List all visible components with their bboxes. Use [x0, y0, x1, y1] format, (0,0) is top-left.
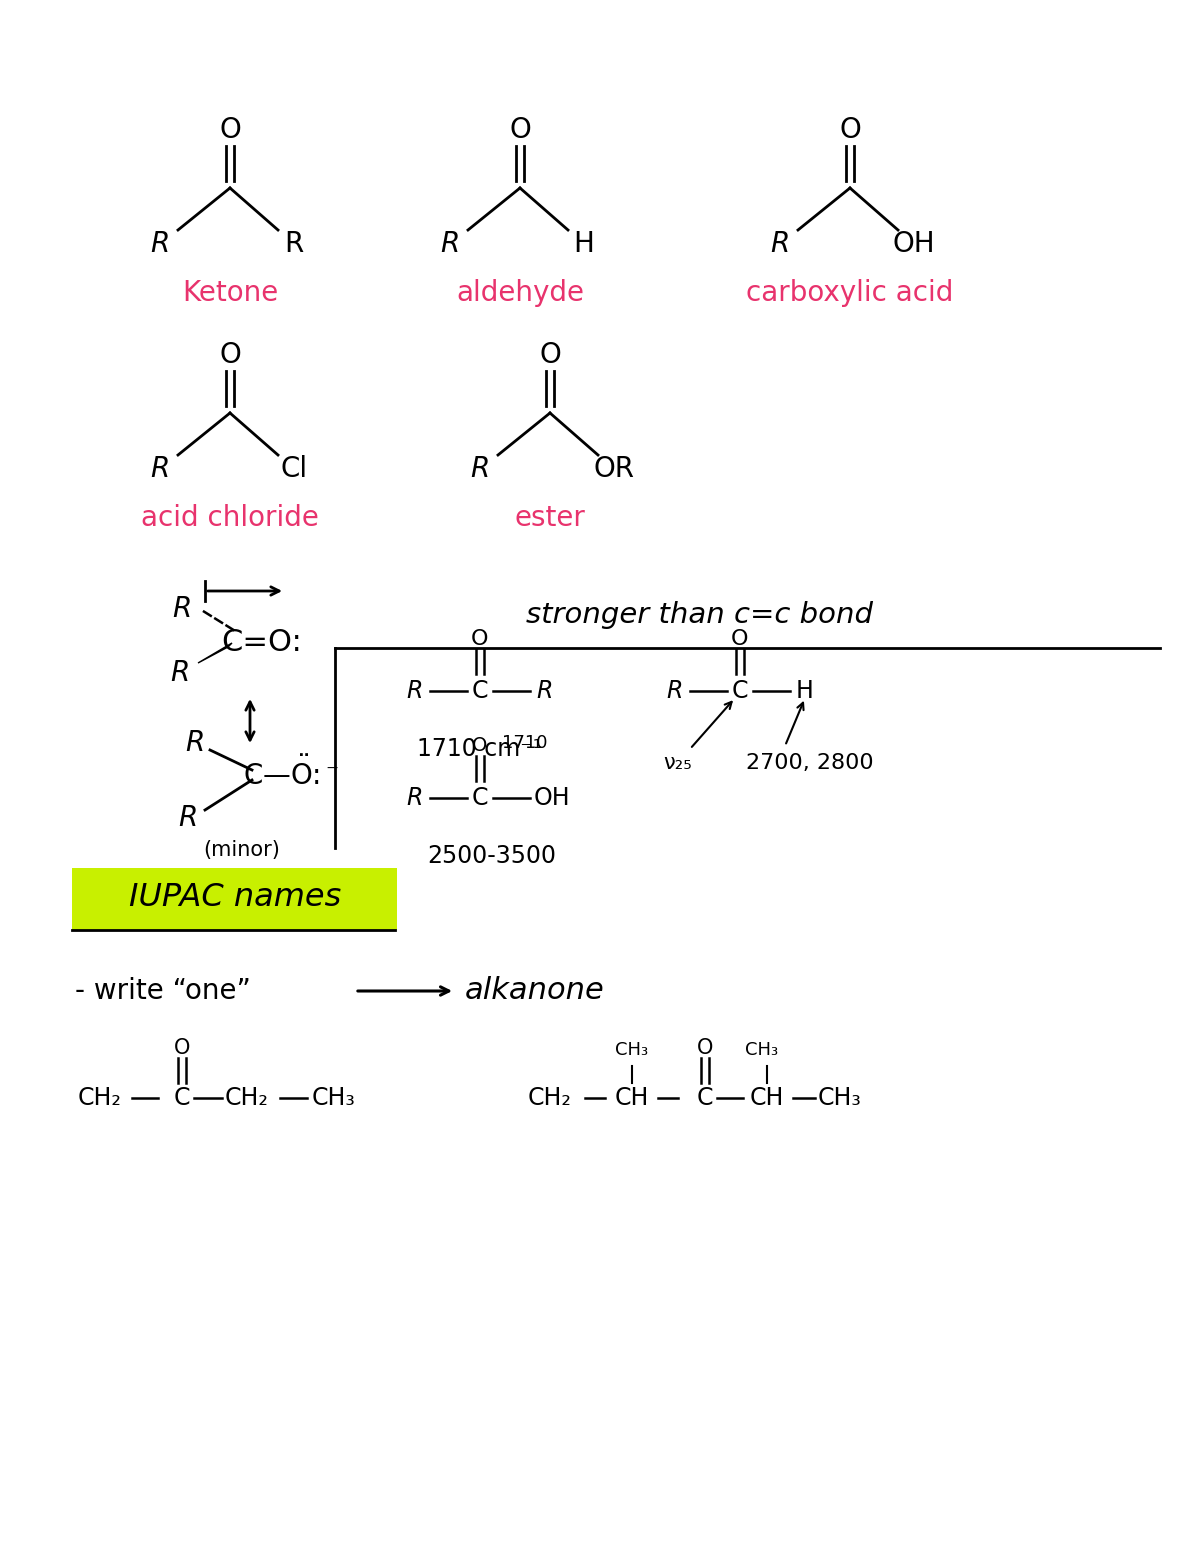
Text: IUPAC names: IUPAC names: [128, 882, 341, 913]
Text: Cl: Cl: [281, 455, 307, 483]
Text: 1710: 1710: [502, 735, 547, 752]
Text: C: C: [174, 1086, 191, 1110]
Text: O: O: [472, 629, 488, 649]
Text: 1710 cm⁻¹: 1710 cm⁻¹: [418, 738, 542, 761]
Text: R: R: [536, 679, 553, 704]
Text: Ketone: Ketone: [182, 280, 278, 307]
Text: R: R: [440, 230, 460, 258]
Bar: [72, 868, 397, 930]
Text: OH: OH: [534, 786, 570, 811]
Text: R: R: [770, 230, 790, 258]
Text: R: R: [179, 804, 198, 832]
Text: CH₂: CH₂: [226, 1086, 269, 1110]
Text: O: O: [509, 116, 530, 144]
Text: CH₃: CH₃: [616, 1041, 648, 1059]
Text: C: C: [472, 679, 488, 704]
Text: R: R: [150, 455, 169, 483]
Polygon shape: [198, 643, 232, 663]
Text: C: C: [732, 679, 749, 704]
Text: R: R: [185, 728, 205, 756]
Text: stronger than c=c bond: stronger than c=c bond: [527, 601, 874, 629]
Text: O: O: [220, 342, 241, 370]
Text: CH₂: CH₂: [528, 1086, 572, 1110]
Text: ester: ester: [515, 505, 586, 533]
Text: O: O: [839, 116, 860, 144]
Text: R: R: [470, 455, 490, 483]
Text: CH: CH: [614, 1086, 649, 1110]
Text: ν₂₅: ν₂₅: [664, 753, 692, 773]
Text: O: O: [473, 736, 487, 755]
Text: H: H: [574, 230, 594, 258]
Text: CH₃: CH₃: [312, 1086, 356, 1110]
Text: O: O: [697, 1037, 713, 1058]
Text: C—$\mathdefault{\ddot{O}}$:: C—$\mathdefault{\ddot{O}}$:: [244, 756, 320, 790]
Text: H: H: [796, 679, 814, 704]
Text: CH₃: CH₃: [745, 1041, 779, 1059]
Text: O: O: [539, 342, 560, 370]
Text: R: R: [173, 595, 192, 623]
Text: C: C: [697, 1086, 713, 1110]
Text: C: C: [472, 786, 488, 811]
Text: CH: CH: [750, 1086, 784, 1110]
Text: R: R: [667, 679, 683, 704]
Text: R: R: [284, 230, 304, 258]
Text: OH: OH: [893, 230, 935, 258]
Text: 2500-3500: 2500-3500: [427, 843, 557, 868]
Text: (minor): (minor): [204, 840, 281, 860]
Text: R: R: [407, 786, 424, 811]
Text: C=O:: C=O:: [222, 629, 302, 657]
Text: 2700, 2800: 2700, 2800: [746, 753, 874, 773]
Text: CH₂: CH₂: [78, 1086, 122, 1110]
Text: acid chloride: acid chloride: [142, 505, 319, 533]
Text: R: R: [407, 679, 424, 704]
Text: OR: OR: [594, 455, 635, 483]
Text: CH₃: CH₃: [818, 1086, 862, 1110]
Text: O: O: [174, 1037, 190, 1058]
Text: carboxylic acid: carboxylic acid: [746, 280, 954, 307]
Text: aldehyde: aldehyde: [456, 280, 584, 307]
Text: O: O: [220, 116, 241, 144]
Text: O: O: [731, 629, 749, 649]
Text: R: R: [170, 658, 190, 686]
Text: alkanone: alkanone: [466, 977, 605, 1005]
Text: - write “one”: - write “one”: [74, 977, 251, 1005]
Text: ⁻: ⁻: [325, 763, 338, 786]
Text: R: R: [150, 230, 169, 258]
